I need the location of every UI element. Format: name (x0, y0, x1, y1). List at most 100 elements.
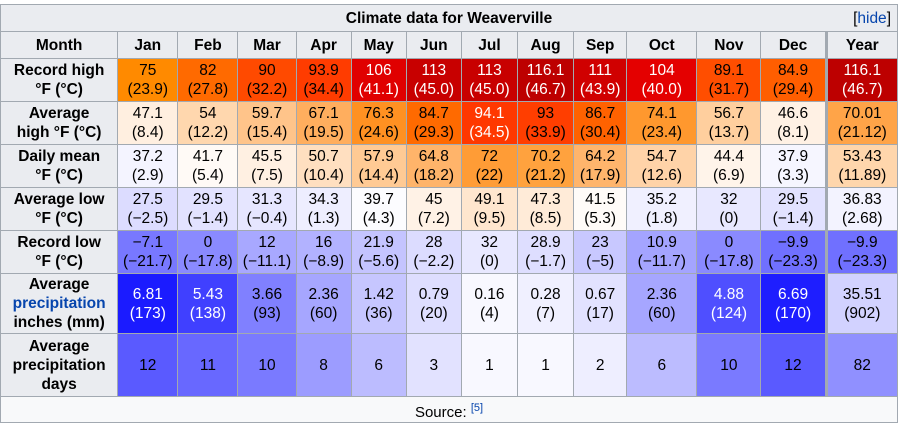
cell-secondary-value: (45.0) (413, 81, 455, 98)
cell-secondary-value: (5.3) (584, 210, 617, 227)
row-record-low: Record low °F (°C) −7.1 (−21.7) 0 (−17.8) 12 (−… (0, 230, 899, 274)
cell-average-low-jun: 45 (7.2) (405, 187, 462, 231)
cell-value: 5.43 (192, 285, 223, 303)
cell-record-low-year: −9.9 (−23.3) (824, 230, 899, 274)
cell-value: 8 (319, 356, 328, 374)
cell-average-high-year: 70.01 (21.12) (824, 101, 899, 145)
cell-value: 39.7 (363, 191, 394, 208)
row-label-line: Record low (17, 234, 101, 251)
cell-secondary-value: (−1.4) (772, 210, 814, 227)
cell-value: −9.9 (846, 234, 878, 251)
source-label: Source: (414, 403, 467, 421)
cell-secondary-value: (−1.4) (187, 210, 229, 227)
cell-secondary-value: (−1.7) (525, 253, 567, 270)
cell-secondary-value: (−5) (586, 253, 615, 270)
cell-average-high-sep: 86.7 (30.4) (573, 101, 628, 145)
cell-secondary-value: (8.1) (777, 124, 809, 141)
cell-average-precipitation-days-year: 82 (824, 333, 899, 397)
cell-value: 11 (199, 356, 216, 374)
cell-value: 70.01 (842, 105, 882, 122)
cell-secondary-value: (22) (475, 167, 504, 184)
cell-record-high-jan: 75 (23.9) (117, 58, 179, 102)
cell-average-high-oct: 74.1 (23.4) (626, 101, 698, 145)
cell-value: 82 (199, 62, 217, 79)
hide-toggle: [hide] (853, 10, 891, 27)
cell-average-low-apr: 34.3 (1.3) (295, 187, 352, 231)
cell-daily-mean-may: 57.9 (14.4) (350, 144, 407, 188)
cell-value: 37.2 (132, 148, 163, 165)
cell-value: 54.7 (646, 148, 677, 165)
cell-value: 6.69 (777, 285, 809, 303)
cell-record-high-oct: 104 (40.0) (626, 58, 698, 102)
cell-value: 3.66 (251, 285, 283, 303)
cell-value: 36.83 (842, 191, 882, 208)
cell-value: 27.5 (132, 191, 163, 208)
cell-average-high-apr: 67.1 (19.5) (295, 101, 352, 145)
cell-value: 94.1 (474, 105, 505, 122)
month-column-header: Month (0, 31, 119, 59)
month-header-may: May (350, 31, 407, 59)
cell-value: 1 (541, 356, 550, 374)
row-daily-mean: Daily mean °F (°C) 37.2 (2.9) 41.7 (5.4) 45.5 (… (0, 144, 899, 188)
cell-record-high-nov: 89.1 (31.7) (696, 58, 762, 102)
row-label-average-low: Average low °F (°C) (0, 187, 119, 231)
cell-value: 47.1 (132, 105, 163, 122)
cell-average-precipitation-days-jun: 3 (405, 333, 462, 397)
source-footnote: [5] (471, 400, 483, 414)
cell-secondary-value: (170) (774, 304, 812, 322)
month-header-oct: Oct (626, 31, 698, 59)
cell-value: 53.43 (842, 148, 882, 165)
month-header-row: Month Jan Feb Mar Apr May Jun Jul Aug Sep Oct Nov D… (0, 31, 899, 59)
cell-record-low-feb: 0 (−17.8) (177, 230, 239, 274)
month-header-sep: Sep (573, 31, 628, 59)
cell-secondary-value: (0) (719, 210, 739, 227)
cell-average-precipitation-days-feb: 11 (177, 333, 239, 397)
cell-daily-mean-dec: 37.9 (3.3) (760, 144, 827, 188)
cell-secondary-value: (−5.6) (358, 253, 400, 270)
row-record-high: Record high °F (°C) 75 (23.9) 82 (27.8) 90 (32.… (0, 58, 899, 102)
hide-link[interactable]: hide (857, 10, 887, 27)
source-reference-link[interactable]: [5] (470, 401, 484, 414)
precipitation-link[interactable]: precipitation (12, 295, 106, 312)
row-average-precipitation-days: Average precipitation days 12 11 10 8 6 3 1 1 2 6 10 1… (0, 333, 899, 397)
cell-value: 2.36 (646, 285, 677, 303)
cell-value: 10 (258, 356, 276, 374)
cell-average-high-dec: 46.6 (8.1) (760, 101, 827, 145)
cell-record-low-jan: −7.1 (−21.7) (117, 230, 179, 274)
cell-value: 32 (720, 191, 738, 208)
cell-secondary-value: (17.9) (579, 167, 621, 184)
cell-value: 29.5 (777, 191, 809, 208)
cell-record-low-dec: −9.9 (−23.3) (760, 230, 827, 274)
cell-secondary-value: (−23.3) (837, 253, 888, 270)
cell-value: 12 (139, 356, 157, 374)
cell-record-low-apr: 16 (−8.9) (295, 230, 352, 274)
cell-secondary-value: (6.9) (712, 167, 745, 184)
cell-average-high-may: 76.3 (24.6) (350, 101, 407, 145)
cell-secondary-value: (43.9) (579, 81, 621, 98)
cell-value: 0.16 (474, 285, 505, 303)
cell-value: 84.9 (777, 62, 809, 79)
cell-value: 93 (536, 105, 555, 122)
cell-average-high-mar: 59.7 (15.4) (237, 101, 297, 145)
cell-average-precipitation-aug: 0.28 (7) (516, 273, 575, 334)
cell-daily-mean-feb: 41.7 (5.4) (177, 144, 239, 188)
cell-secondary-value: (173) (129, 304, 166, 322)
cell-value: 45.5 (251, 148, 283, 165)
cell-average-low-may: 39.7 (4.3) (350, 187, 407, 231)
month-header-aug: Aug (516, 31, 575, 59)
cell-secondary-value: (4.3) (362, 210, 395, 227)
cell-secondary-value: (93) (253, 304, 281, 322)
cell-secondary-value: (32.2) (246, 81, 288, 98)
cell-secondary-value: (902) (844, 304, 881, 322)
cell-value: 57.9 (363, 148, 394, 165)
row-label-line: °F (°C) (35, 253, 83, 270)
cell-average-precipitation-year: 35.51 (902) (824, 273, 899, 334)
cell-secondary-value: (7.2) (417, 210, 450, 227)
cell-secondary-value: (−17.8) (704, 253, 754, 270)
cell-average-precipitation-days-mar: 10 (237, 333, 297, 397)
cell-value: 1 (485, 356, 494, 374)
cell-value: 6.81 (132, 285, 163, 303)
cell-average-precipitation-mar: 3.66 (93) (237, 273, 297, 334)
cell-secondary-value: (7.5) (251, 167, 283, 184)
cell-value: 45 (425, 191, 443, 208)
